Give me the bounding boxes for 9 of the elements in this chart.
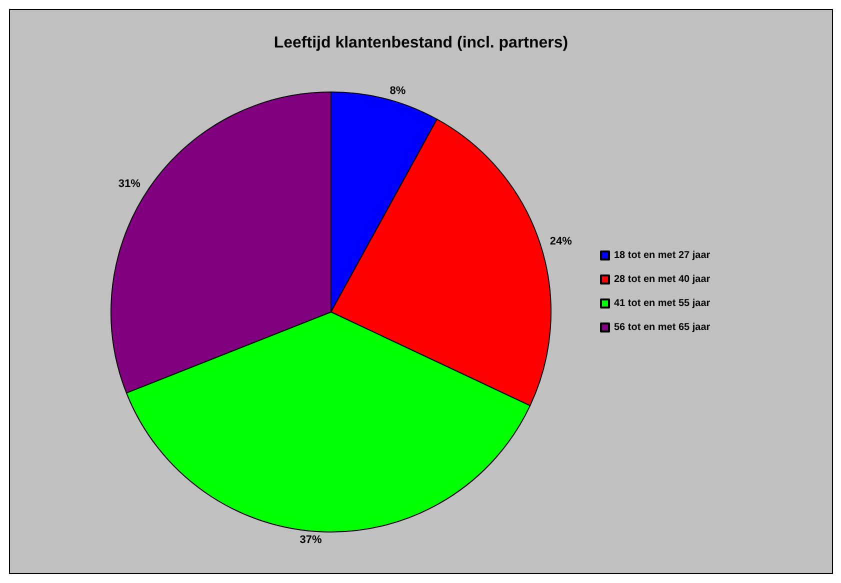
data-label: 31% xyxy=(118,178,141,190)
legend-label: 56 tot en met 65 jaar xyxy=(614,322,710,333)
legend-label: 18 tot en met 27 jaar xyxy=(614,250,710,261)
legend-label: 41 tot en met 55 jaar xyxy=(614,298,710,309)
data-label: 8% xyxy=(390,85,406,98)
legend-label: 28 tot en met 40 jaar xyxy=(614,274,710,285)
chart-title: Leeftijd klantenbestand (incl. partners) xyxy=(274,34,568,52)
data-label: 24% xyxy=(550,236,572,248)
data-label: 37% xyxy=(300,534,322,546)
